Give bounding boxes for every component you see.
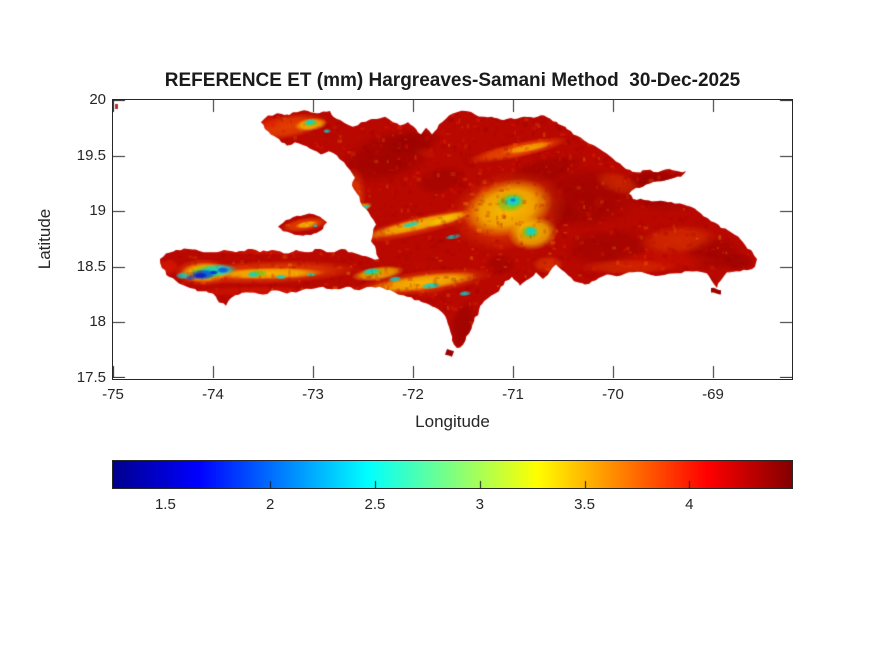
- x-tick-label: -71: [502, 386, 524, 403]
- colorbar-tick-label: 2.5: [364, 496, 386, 513]
- y-tick-label: 18.5: [76, 257, 106, 275]
- x-axis-label: Longitude: [415, 412, 490, 431]
- y-tick-label: 19.5: [76, 146, 106, 164]
- colorbar-tick-label: 4: [685, 496, 694, 513]
- x-tick-label: -70: [602, 386, 624, 403]
- x-tick-label: -75: [102, 386, 124, 403]
- chart-title: REFERENCE ET (mm) Hargreaves-Samani Meth…: [164, 70, 741, 91]
- colorbar: [112, 460, 793, 489]
- y-axis-label: Latitude: [35, 208, 54, 270]
- y-tick-label: 18: [89, 313, 106, 331]
- y-tick-label: 19: [89, 202, 106, 220]
- x-tick-label: -72: [402, 386, 424, 403]
- plot-area: [112, 99, 793, 380]
- y-tick-label: 17.5: [76, 369, 106, 386]
- x-tick-label: -74: [202, 386, 224, 403]
- y-tick-label: 20: [89, 91, 106, 108]
- map-canvas: [113, 100, 792, 378]
- x-tick-label: -73: [302, 386, 324, 403]
- colorbar-tick-label: 2: [266, 496, 275, 513]
- colorbar-tick-label: 1.5: [154, 496, 176, 513]
- x-tick-label: -69: [702, 386, 724, 403]
- colorbar-tick-label: 3.5: [574, 496, 595, 513]
- colorbar-tick-label: 3: [475, 496, 484, 513]
- colorbar-canvas: [113, 461, 792, 488]
